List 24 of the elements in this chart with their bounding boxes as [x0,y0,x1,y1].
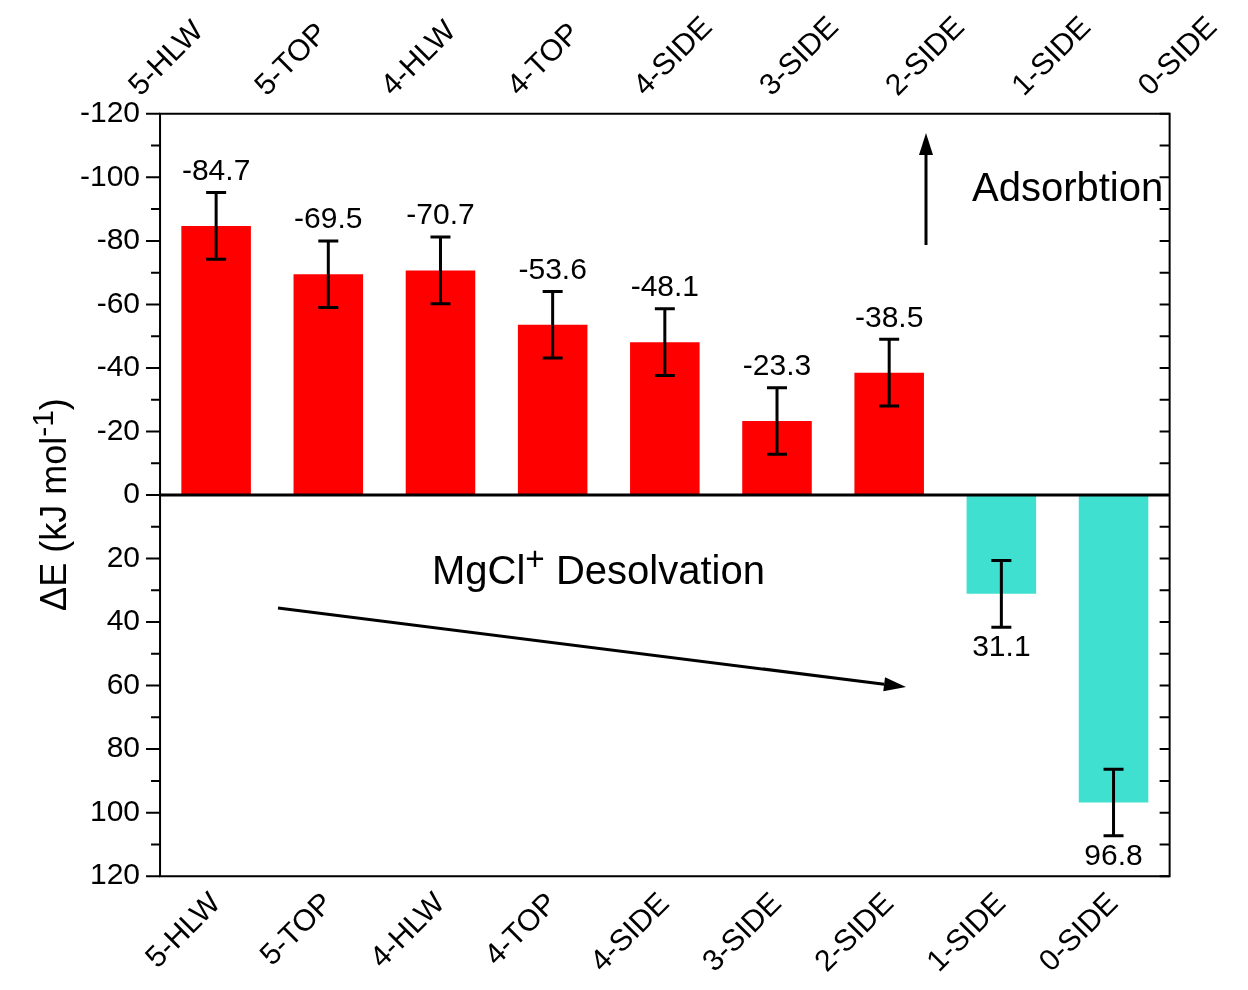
data-label: -70.7 [406,197,475,231]
y-tick-label: 80 [106,730,141,764]
annotation: Adsorbtion [972,165,1164,210]
data-label: -38.5 [854,299,924,333]
data-label: 96.8 [1084,838,1143,872]
y-tick-label: -100 [80,158,141,192]
y-tick-label: -40 [96,349,141,383]
annotation: MgCl$^{+}$ Desolvation [432,540,765,594]
y-tick-label: 0 [123,476,141,510]
y-tick-label: 120 [89,857,141,891]
data-label: -84.7 [181,152,251,186]
y-tick-label: 20 [106,539,141,573]
data-label: 31.1 [972,629,1031,663]
y-tick-label: 60 [106,666,141,700]
y-tick-label: -80 [96,222,141,256]
y-tick-label: 100 [89,793,141,827]
data-label: -23.3 [742,347,812,381]
y-tick-label: 40 [106,603,141,637]
y-tick-label: -120 [80,95,141,129]
y-tick-label: -20 [96,412,141,446]
y-tick-label: -60 [96,285,141,319]
data-label: -69.5 [294,201,363,235]
data-label: -53.6 [518,251,587,285]
data-label: -48.1 [630,269,700,303]
